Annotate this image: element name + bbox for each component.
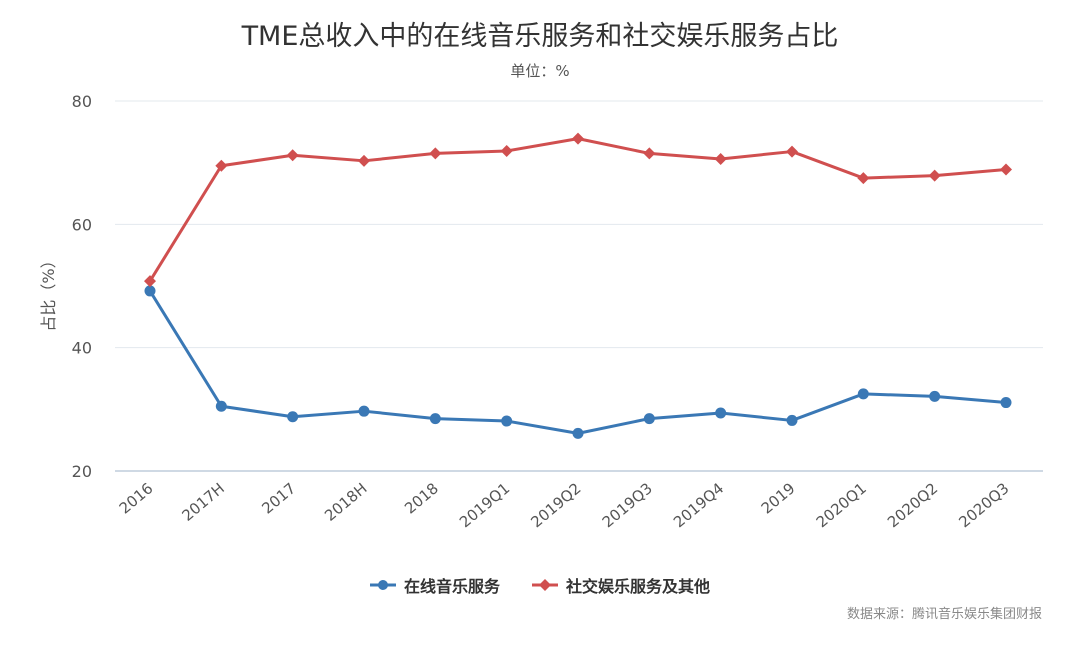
y-tick-label: 40 xyxy=(72,339,92,358)
x-tick-label: 2019Q1 xyxy=(456,479,513,531)
data-point xyxy=(643,413,655,425)
data-point xyxy=(429,147,442,160)
data-point xyxy=(287,411,299,423)
data-point xyxy=(572,132,584,145)
series-line-1 xyxy=(148,137,1007,282)
data-point xyxy=(358,154,370,167)
legend-label-social-entertainment: 社交娱乐服务及其他 xyxy=(566,577,711,596)
data-point xyxy=(857,388,869,400)
y-tick-label: 60 xyxy=(72,215,92,234)
x-tick-label: 2019 xyxy=(758,479,799,517)
data-point xyxy=(786,145,798,158)
data-point xyxy=(928,169,941,182)
x-tick-label: 2020Q2 xyxy=(884,479,941,531)
data-point xyxy=(429,413,441,425)
legend: 在线音乐服务 社交娱乐服务及其他 xyxy=(0,573,1080,597)
data-point xyxy=(501,415,513,427)
data-point xyxy=(1000,397,1012,409)
data-point xyxy=(286,149,299,162)
x-tick-label: 2020Q3 xyxy=(955,479,1012,531)
legend-label-online-music: 在线音乐服务 xyxy=(403,577,500,596)
data-point xyxy=(715,407,727,419)
x-tick-label: 2019Q2 xyxy=(527,479,584,531)
data-point xyxy=(144,285,156,297)
data-point xyxy=(500,144,513,157)
y-tick-label: 80 xyxy=(72,92,92,111)
data-point xyxy=(929,390,941,402)
legend-diamond-marker-icon xyxy=(532,579,558,591)
x-tick-label: 2019Q3 xyxy=(599,479,656,531)
data-point xyxy=(215,159,228,172)
x-tick-label: 2020Q1 xyxy=(813,479,870,531)
x-tick-label: 2016 xyxy=(116,479,157,517)
legend-item-social-entertainment[interactable]: 社交娱乐服务及其他 xyxy=(532,573,710,597)
chart-title: TME总收入中的在线音乐服务和社交娱乐服务占比 xyxy=(241,21,839,52)
x-tick-label: 2018 xyxy=(401,479,442,517)
legend-item-online-music[interactable]: 在线音乐服务 xyxy=(369,573,500,597)
series-line-0 xyxy=(148,290,1007,435)
data-point xyxy=(786,414,798,426)
data-point xyxy=(215,400,227,412)
x-tick-label: 2017 xyxy=(258,479,299,517)
data-point xyxy=(643,147,656,160)
x-tick-label: 2019Q4 xyxy=(670,479,727,531)
x-tick-label: 2017H xyxy=(178,479,227,525)
data-point xyxy=(714,152,727,165)
chart-subtitle: 单位：% xyxy=(510,62,570,80)
data-point xyxy=(572,427,584,439)
data-point xyxy=(1000,163,1012,176)
legend-circle-marker-icon xyxy=(369,580,396,590)
data-point xyxy=(358,405,370,417)
x-tick-label: 2018H xyxy=(321,479,370,525)
data-point xyxy=(857,172,870,185)
data-source-note: 数据来源：腾讯音乐娱乐集团财报 xyxy=(846,607,1042,622)
y-tick-label: 20 xyxy=(72,462,92,481)
data-point xyxy=(144,275,156,288)
